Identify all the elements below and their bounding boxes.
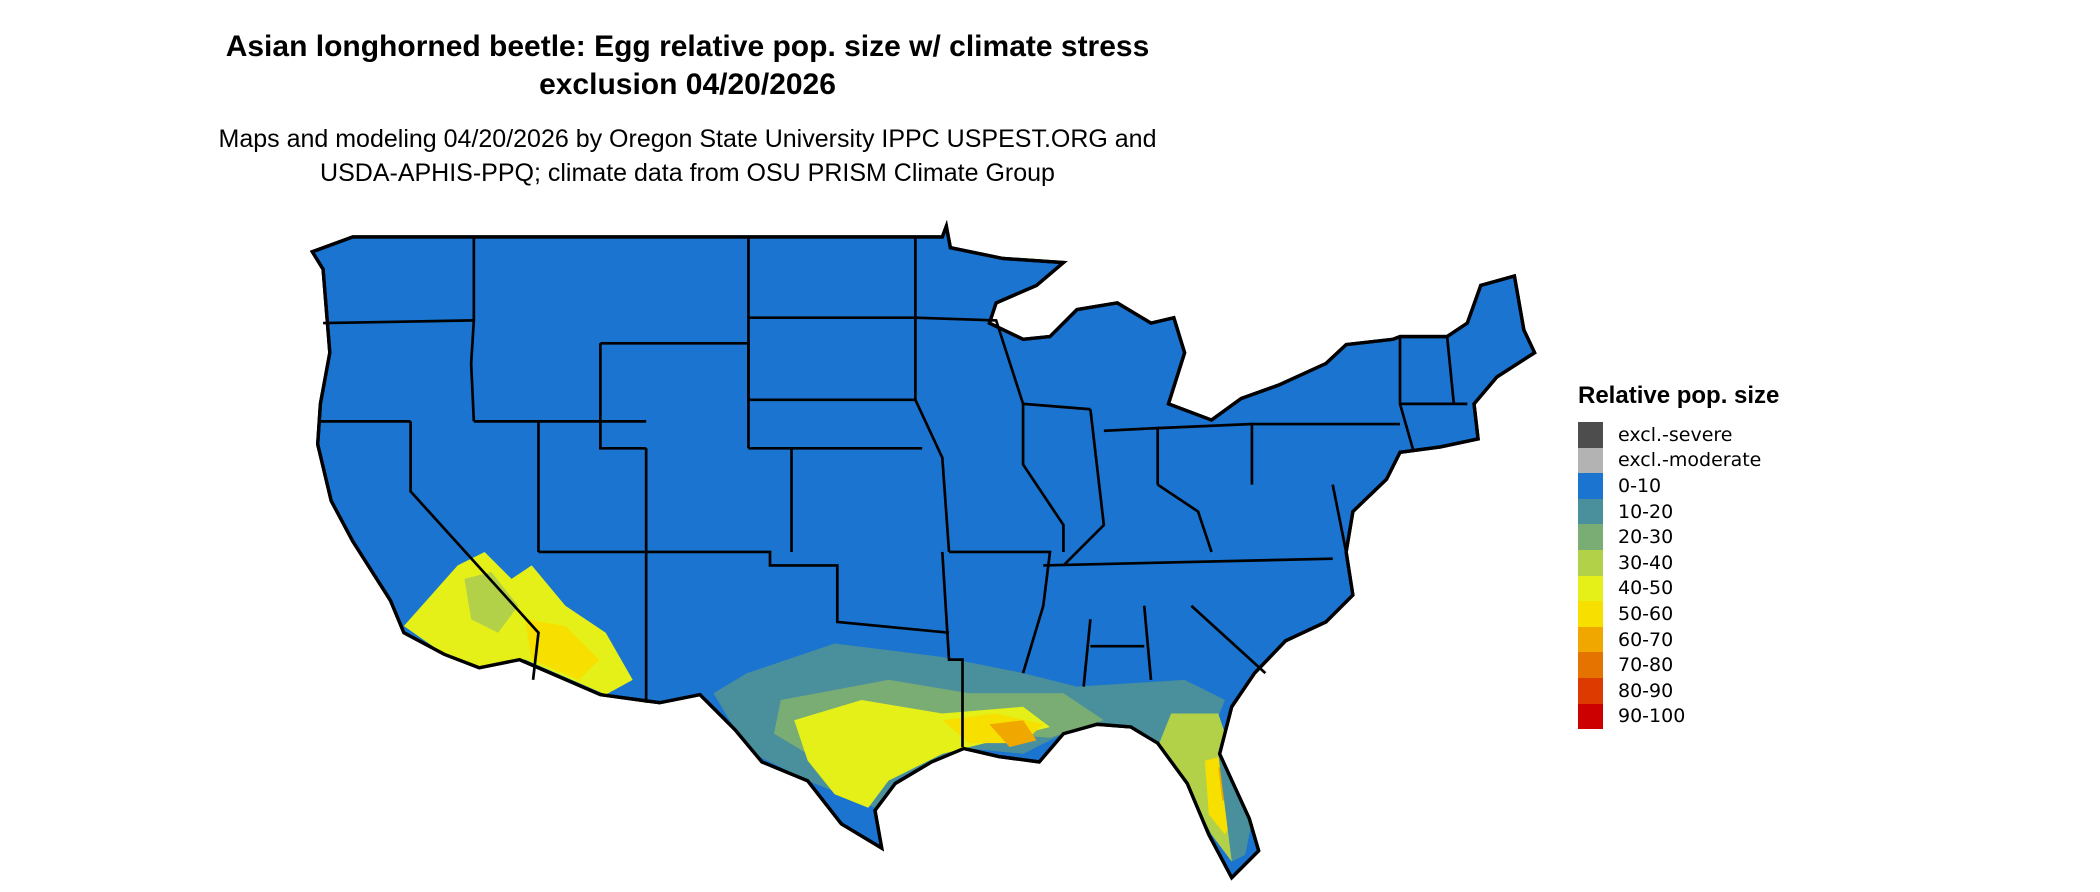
state-border bbox=[1156, 483, 1213, 553]
legend-swatch bbox=[1578, 549, 1603, 576]
legend-label: 0-10 bbox=[1618, 474, 1662, 497]
legend-swatch bbox=[1578, 575, 1603, 602]
legend-label: 80-90 bbox=[1618, 679, 1674, 702]
legend-item: 90-100 bbox=[1578, 703, 1779, 730]
legend-swatch bbox=[1578, 473, 1603, 499]
state-border bbox=[940, 551, 964, 748]
state-border bbox=[646, 550, 950, 635]
legend-swatch bbox=[1578, 498, 1603, 525]
state-border bbox=[1190, 604, 1267, 675]
title-line-1: Asian longhorned beetle: Egg relative po… bbox=[225, 30, 1150, 63]
state-border bbox=[747, 236, 916, 402]
legend-item: 10-20 bbox=[1578, 498, 1779, 525]
legend-label: 60-70 bbox=[1618, 628, 1674, 651]
legend-item: 50-60 bbox=[1578, 601, 1779, 627]
legend-swatch bbox=[1578, 677, 1603, 704]
state-border bbox=[323, 319, 474, 325]
legend: Relative pop. size excl.-severe excl.-mod… bbox=[1578, 382, 1780, 730]
legend-item: 0-10 bbox=[1578, 473, 1779, 499]
map-subtitle: Maps and modeling 04/20/2026 by Oregon S… bbox=[0, 122, 1375, 190]
state-border bbox=[1082, 619, 1092, 687]
legend-item: 20-30 bbox=[1578, 524, 1779, 550]
legend-swatch bbox=[1578, 703, 1603, 730]
state-border bbox=[915, 316, 1091, 411]
legend-swatch bbox=[1578, 652, 1603, 678]
patch-50-60 bbox=[525, 619, 600, 680]
legend-swatch bbox=[1578, 524, 1603, 550]
legend-item: 70-80 bbox=[1578, 652, 1779, 678]
us-land-0-10 bbox=[309, 219, 1537, 881]
map-title: Asian longhorned beetle: Egg relative po… bbox=[0, 28, 1375, 104]
legend-item: 30-40 bbox=[1578, 549, 1779, 576]
state-border bbox=[1331, 484, 1348, 553]
legend-item: 80-90 bbox=[1578, 677, 1779, 704]
state-border bbox=[599, 343, 647, 450]
legend-label: 50-60 bbox=[1618, 602, 1674, 625]
legend-title: Relative pop. size bbox=[1578, 382, 1780, 409]
state-border bbox=[1043, 557, 1333, 567]
legend-label: excl.-moderate bbox=[1618, 449, 1762, 472]
legend-item: 40-50 bbox=[1578, 575, 1779, 602]
us-border bbox=[309, 219, 1537, 881]
title-line-2: exclusion 04/20/2026 bbox=[539, 68, 836, 101]
legend-item: excl.-moderate bbox=[1578, 447, 1779, 474]
legend-swatch bbox=[1578, 422, 1603, 448]
patch-30-40 bbox=[464, 572, 519, 633]
state-border bbox=[949, 550, 1052, 674]
higher-population-patches bbox=[403, 551, 1252, 862]
legend-label: 90-100 bbox=[1618, 705, 1686, 728]
subtitle-line-2: USDA-APHIS-PPQ; climate data from OSU PR… bbox=[320, 159, 1055, 187]
legend-label: 10-20 bbox=[1618, 500, 1674, 523]
legend-label: excl.-severe bbox=[1618, 423, 1733, 446]
state-border bbox=[469, 236, 476, 422]
legend-label: 40-50 bbox=[1618, 577, 1674, 600]
subtitle-line-1: Maps and modeling 04/20/2026 by Oregon S… bbox=[218, 125, 1157, 153]
state-border bbox=[1103, 426, 1160, 485]
state-border bbox=[1445, 336, 1456, 404]
legend-label: 30-40 bbox=[1618, 551, 1674, 574]
state-border bbox=[1398, 403, 1415, 452]
legend-swatch bbox=[1578, 626, 1603, 653]
state-border bbox=[1142, 605, 1153, 680]
state-border bbox=[1062, 409, 1106, 567]
legend-label: 20-30 bbox=[1618, 526, 1674, 549]
legend-item: 60-70 bbox=[1578, 626, 1779, 653]
state-border bbox=[409, 421, 540, 680]
legend-item: excl.-severe bbox=[1578, 422, 1779, 448]
patch-60-70 bbox=[989, 720, 1037, 748]
state-borders bbox=[319, 236, 1468, 748]
legend-label: 70-80 bbox=[1618, 654, 1674, 677]
legend-swatch bbox=[1578, 601, 1603, 627]
legend-swatch bbox=[1578, 447, 1603, 474]
state-border bbox=[1021, 403, 1065, 552]
